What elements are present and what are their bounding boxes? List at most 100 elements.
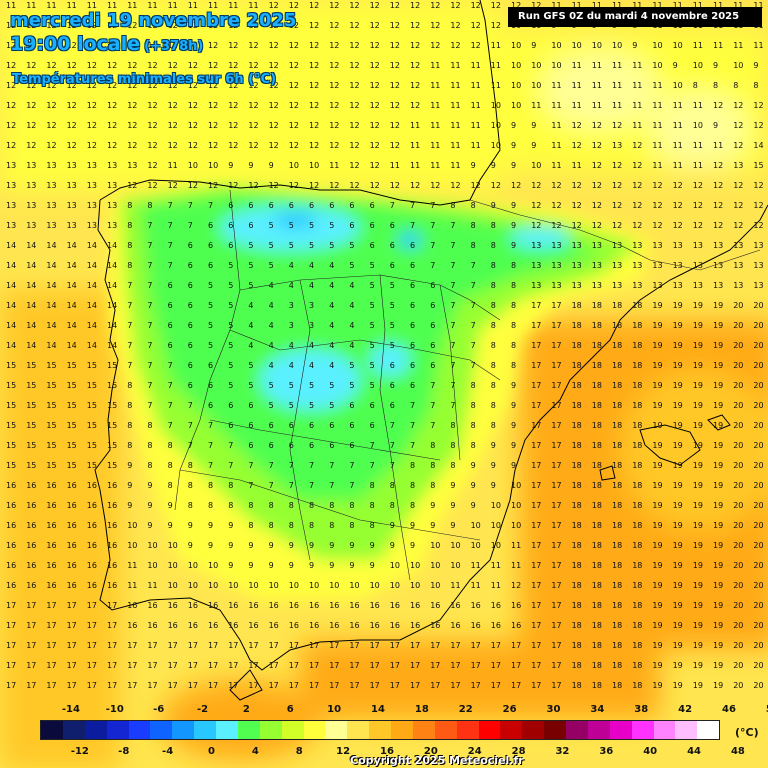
temperature-value: 12 xyxy=(349,141,359,150)
temperature-value: 11 xyxy=(450,141,460,150)
temperature-value: 12 xyxy=(390,21,400,30)
temperature-value: 5 xyxy=(269,381,274,390)
temperature-value: 18 xyxy=(592,581,602,590)
legend-swatch xyxy=(369,721,391,739)
temperature-value: 10 xyxy=(673,81,683,90)
legend-swatch xyxy=(675,721,698,739)
temperature-value: 11 xyxy=(592,101,602,110)
temperature-value: 17 xyxy=(26,601,36,610)
temperature-value: 11 xyxy=(551,161,561,170)
temperature-value: 9 xyxy=(471,161,476,170)
temperature-value: 6 xyxy=(370,241,375,250)
temperature-value: 11 xyxy=(511,561,521,570)
temperature-value: 12 xyxy=(188,101,198,110)
temperature-value: 20 xyxy=(733,321,743,330)
temperature-value: 16 xyxy=(410,621,420,630)
temperature-value: 16 xyxy=(26,481,36,490)
temperature-value: 20 xyxy=(753,661,763,670)
temperature-value: 17 xyxy=(551,421,561,430)
temperature-value: 5 xyxy=(309,241,314,250)
temperature-value: 18 xyxy=(592,621,602,630)
temperature-value: 5 xyxy=(228,361,233,370)
temperature-value: 12 xyxy=(612,161,622,170)
temperature-value: 6 xyxy=(168,341,173,350)
temperature-value: 12 xyxy=(572,141,582,150)
temperature-value: 12 xyxy=(208,101,218,110)
temperature-value: 12 xyxy=(228,41,238,50)
temperature-value: 13 xyxy=(26,201,36,210)
temperature-value: 12 xyxy=(370,181,380,190)
temperature-value: 11 xyxy=(551,121,561,130)
france-cool-spot-2 xyxy=(650,90,750,170)
temperature-value: 5 xyxy=(309,401,314,410)
temperature-value: 12 xyxy=(269,81,279,90)
temperature-value: 12 xyxy=(430,1,440,10)
temperature-value: 4 xyxy=(289,361,294,370)
temperature-value: 9 xyxy=(491,441,496,450)
temperature-value: 18 xyxy=(632,641,642,650)
temperature-value: 16 xyxy=(349,601,359,610)
temperature-value: 10 xyxy=(511,101,521,110)
temperature-value: 12 xyxy=(147,121,157,130)
temperature-value: 11 xyxy=(612,1,622,10)
temperature-value: 12 xyxy=(289,101,299,110)
temperature-value: 10 xyxy=(491,101,501,110)
temperature-value: 11 xyxy=(208,1,218,10)
temperature-value: 15 xyxy=(753,161,763,170)
temperature-value: 15 xyxy=(67,381,77,390)
temperature-value: 16 xyxy=(6,521,16,530)
temperature-value: 17 xyxy=(127,641,137,650)
temperature-value: 12 xyxy=(733,141,743,150)
temperature-value: 12 xyxy=(329,21,339,30)
temperature-value: 8 xyxy=(410,501,415,510)
temperature-value: 12 xyxy=(572,221,582,230)
temperature-value: 20 xyxy=(733,481,743,490)
temperature-value: 4 xyxy=(329,281,334,290)
temperature-value: 17 xyxy=(168,641,178,650)
temperature-value: 12 xyxy=(713,201,723,210)
temperature-value: 13 xyxy=(693,281,703,290)
temperature-value: 6 xyxy=(208,261,213,270)
temperature-value: 7 xyxy=(450,281,455,290)
temperature-value: 12 xyxy=(632,141,642,150)
temperature-value: 12 xyxy=(592,121,602,130)
temperature-value: 19 xyxy=(713,661,723,670)
temperature-value: 17 xyxy=(471,681,481,690)
temperature-value: 19 xyxy=(673,421,683,430)
temperature-value: 11 xyxy=(632,101,642,110)
temperature-value: 16 xyxy=(26,521,36,530)
temperature-value: 4 xyxy=(309,261,314,270)
temperature-value: 10 xyxy=(208,581,218,590)
temperature-value: 19 xyxy=(652,421,662,430)
temperature-value: 12 xyxy=(370,121,380,130)
temperature-value: 12 xyxy=(168,21,178,30)
temperature-value: 14 xyxy=(46,261,56,270)
temperature-value: 4 xyxy=(269,341,274,350)
temperature-value: 12 xyxy=(673,201,683,210)
temperature-value: 18 xyxy=(632,541,642,550)
temperature-value: 17 xyxy=(471,641,481,650)
temperature-value: 6 xyxy=(390,241,395,250)
temperature-value: 18 xyxy=(572,681,582,690)
temperature-value: 12 xyxy=(127,181,137,190)
temperature-value: 11 xyxy=(551,141,561,150)
temperature-value: 12 xyxy=(652,221,662,230)
temperature-value: 15 xyxy=(6,441,16,450)
temperature-value: 10 xyxy=(430,561,440,570)
temperature-value: 12 xyxy=(753,201,763,210)
temperature-value: 12 xyxy=(733,121,743,130)
temperature-value: 7 xyxy=(390,441,395,450)
temperature-value: 11 xyxy=(168,161,178,170)
temperature-value: 18 xyxy=(592,361,602,370)
temperature-value: 11 xyxy=(87,1,97,10)
temperature-value: 9 xyxy=(511,121,516,130)
temperature-value: 12 xyxy=(269,181,279,190)
temperature-value: 16 xyxy=(491,601,501,610)
temperature-value: 18 xyxy=(612,401,622,410)
temperature-value: 7 xyxy=(147,261,152,270)
temperature-value: 15 xyxy=(107,361,117,370)
temperature-value: 19 xyxy=(693,421,703,430)
temperature-value: 12 xyxy=(309,21,319,30)
temperature-value: 5 xyxy=(370,281,375,290)
legend-swatch xyxy=(303,721,326,739)
